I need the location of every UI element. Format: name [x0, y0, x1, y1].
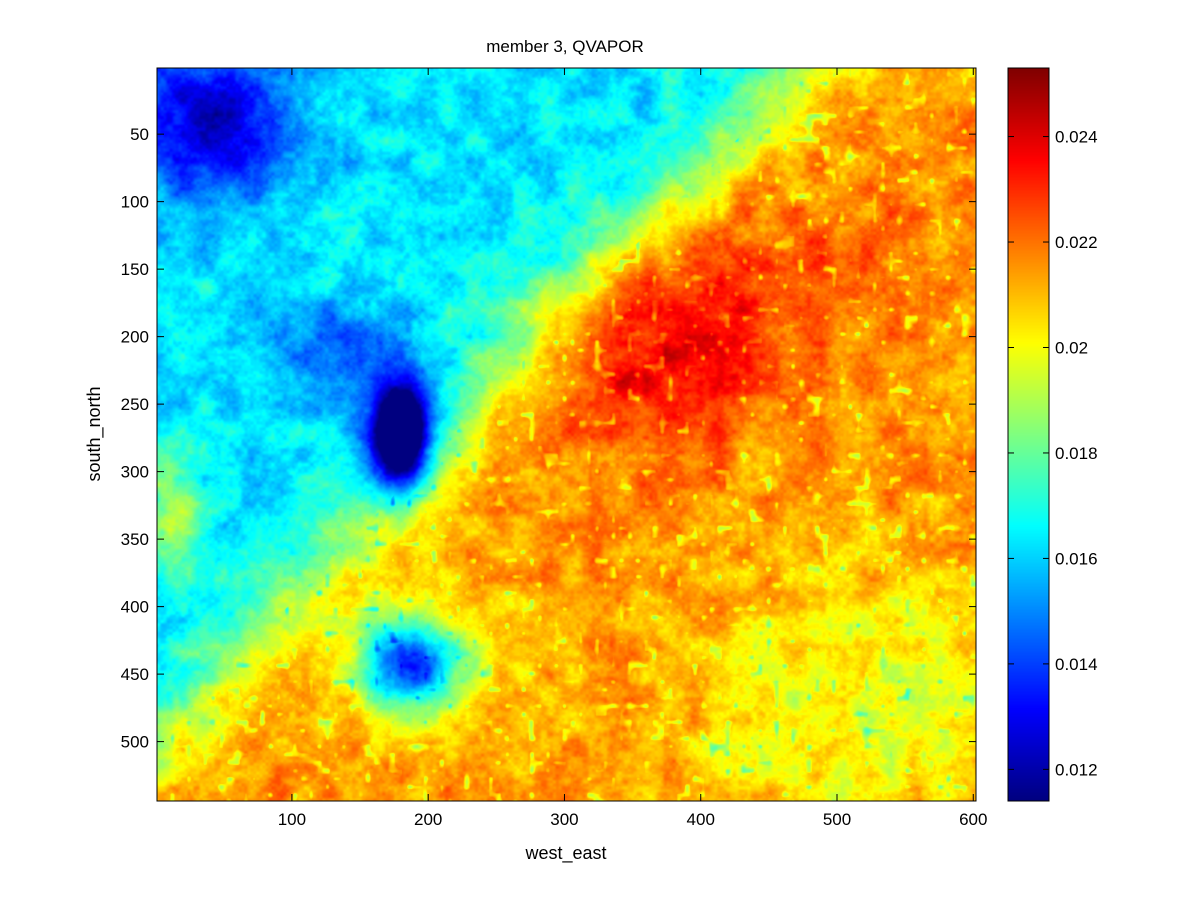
y-tick-label: 400: [121, 598, 149, 617]
y-tick-label: 150: [121, 260, 149, 279]
colorbar-tick-label: 0.024: [1055, 128, 1098, 147]
x-axis-label: west_east: [524, 843, 606, 864]
x-tick-label: 200: [414, 810, 442, 829]
x-axis: 100 200 300 400 500 600: [278, 68, 987, 829]
y-tick-label: 100: [121, 193, 149, 212]
y-tick-label: 200: [121, 328, 149, 347]
heatmap-image: [157, 68, 976, 801]
plot-frame: [156, 67, 977, 802]
y-axis-label: south_north: [84, 386, 105, 481]
y-axis: 50 100 150 200 250 300 350 400 450 500: [121, 125, 976, 752]
colorbar-tick-label: 0.014: [1055, 655, 1098, 674]
colorbar-gradient: [1008, 68, 1049, 801]
x-tick-label: 100: [278, 810, 306, 829]
colorbar-tick-label: 0.02: [1055, 338, 1088, 357]
colorbar-ticks: 0.012 0.014 0.016 0.018 0.02 0.022 0.024: [1008, 128, 1098, 779]
x-tick-label: 600: [959, 810, 987, 829]
chart-title: member 3, QVAPOR: [486, 37, 643, 56]
colorbar-frame: [1007, 67, 1050, 802]
colorbar: 0.012 0.014 0.016 0.018 0.02 0.022 0.024: [1007, 67, 1098, 802]
x-tick-label: 400: [687, 810, 715, 829]
y-tick-label: 500: [121, 733, 149, 752]
colorbar-tick-label: 0.016: [1055, 549, 1098, 568]
x-tick-label: 500: [823, 810, 851, 829]
y-tick-label: 50: [130, 125, 149, 144]
heatmap-plot-area: [156, 67, 977, 802]
y-tick-label: 350: [121, 530, 149, 549]
colorbar-tick-label: 0.012: [1055, 760, 1098, 779]
colorbar-tick-label: 0.022: [1055, 233, 1098, 252]
y-tick-label: 250: [121, 395, 149, 414]
x-tick-label: 300: [550, 810, 578, 829]
y-tick-label: 450: [121, 665, 149, 684]
y-tick-label: 300: [121, 463, 149, 482]
colorbar-tick-label: 0.018: [1055, 444, 1098, 463]
